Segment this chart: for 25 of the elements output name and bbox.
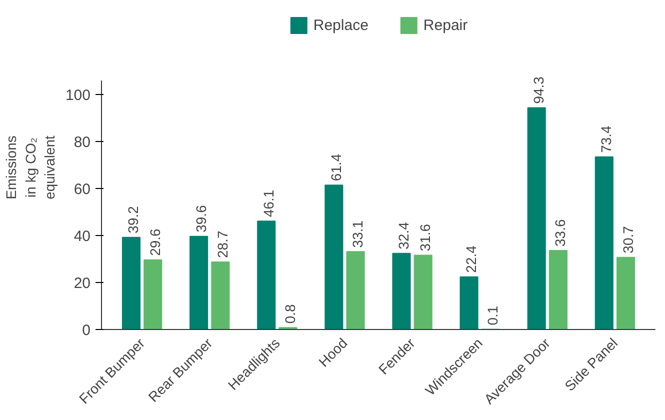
data-label: 28.7 [214, 230, 230, 258]
y-tick-label: 60 [74, 180, 91, 198]
data-label: 0.1 [484, 306, 501, 326]
legend-label: Repair [423, 16, 468, 34]
data-label: 94.3 [530, 76, 547, 104]
data-label: 39.6 [192, 204, 209, 232]
data-label: 46.1 [260, 190, 276, 218]
data-label: 33.1 [350, 220, 366, 248]
data-label: 33.6 [552, 219, 568, 246]
data-label: 29.6 [146, 228, 163, 256]
y-tick-label: 100 [65, 86, 91, 104]
data-label: 61.4 [328, 154, 344, 182]
y-tick-label: 80 [74, 134, 91, 151]
data-label: 0.8 [282, 304, 298, 324]
y-tick-label: 40 [74, 228, 91, 245]
y-tick-label: 20 [74, 274, 91, 292]
data-label: 73.4 [598, 125, 614, 153]
data-label: 22.4 [463, 245, 480, 273]
data-label: 39.2 [125, 206, 142, 234]
data-label: 32.4 [395, 222, 412, 250]
y-axis-title: Emissions in kg CO₂ equivalent [3, 135, 58, 200]
data-label: 31.6 [417, 224, 434, 252]
y-tick-label: 0 [82, 322, 90, 339]
legend-label: Replace [313, 16, 368, 34]
data-label: 30.7 [620, 226, 636, 254]
